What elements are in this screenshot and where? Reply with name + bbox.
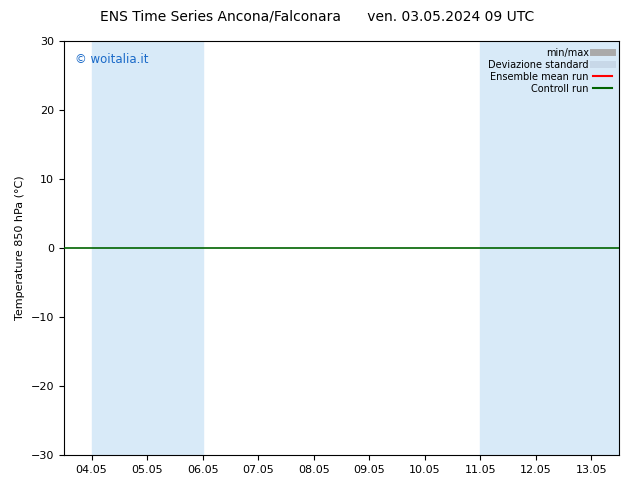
Text: © woitalia.it: © woitalia.it (75, 53, 148, 67)
Text: ENS Time Series Ancona/Falconara      ven. 03.05.2024 09 UTC: ENS Time Series Ancona/Falconara ven. 03… (100, 10, 534, 24)
Bar (480, 41, 592, 455)
Legend: min/max, Deviazione standard, Ensemble mean run, Controll run: min/max, Deviazione standard, Ensemble m… (484, 44, 616, 98)
Bar (91, 41, 203, 455)
Bar (592, 41, 619, 455)
Y-axis label: Temperature 850 hPa (°C): Temperature 850 hPa (°C) (15, 176, 25, 320)
